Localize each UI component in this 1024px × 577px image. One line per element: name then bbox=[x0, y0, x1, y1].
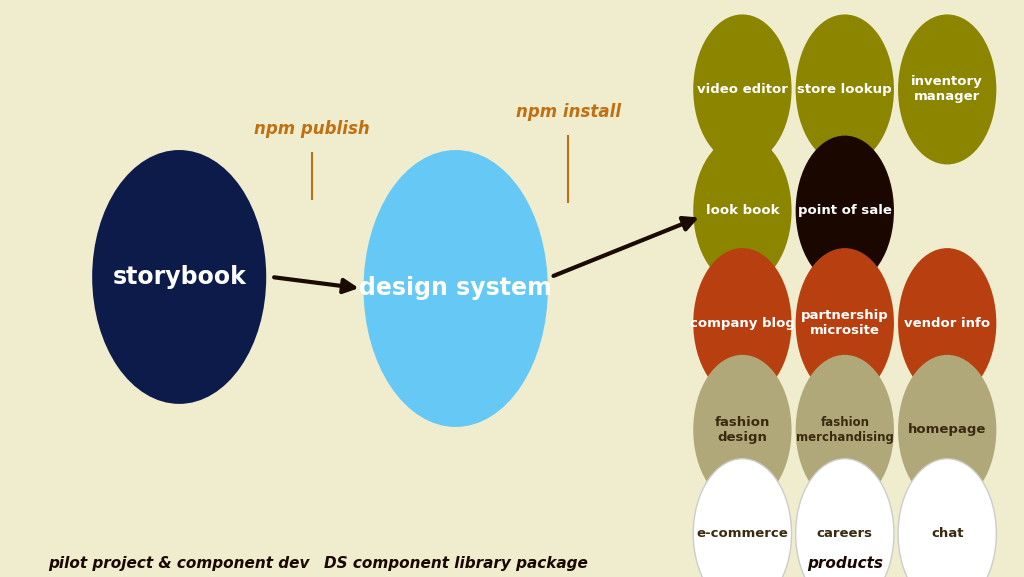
Ellipse shape bbox=[92, 150, 266, 404]
Ellipse shape bbox=[796, 14, 894, 164]
Text: products: products bbox=[807, 556, 883, 571]
Ellipse shape bbox=[898, 459, 996, 577]
Text: npm install: npm install bbox=[516, 103, 621, 121]
Ellipse shape bbox=[898, 355, 996, 505]
Text: design system: design system bbox=[359, 276, 552, 301]
Ellipse shape bbox=[796, 136, 894, 286]
Text: company blog: company blog bbox=[690, 317, 795, 329]
Text: e-commerce: e-commerce bbox=[696, 527, 788, 540]
Ellipse shape bbox=[796, 355, 894, 505]
Text: npm publish: npm publish bbox=[254, 121, 371, 138]
Ellipse shape bbox=[796, 459, 894, 577]
Ellipse shape bbox=[693, 136, 792, 286]
Text: video editor: video editor bbox=[697, 83, 787, 96]
Text: vendor info: vendor info bbox=[904, 317, 990, 329]
Text: fashion
design: fashion design bbox=[715, 416, 770, 444]
Text: DS component library package: DS component library package bbox=[324, 556, 588, 571]
Text: chat: chat bbox=[931, 527, 964, 540]
Text: inventory
manager: inventory manager bbox=[911, 76, 983, 103]
Ellipse shape bbox=[898, 248, 996, 398]
Text: point of sale: point of sale bbox=[798, 204, 892, 217]
Text: pilot project & component dev: pilot project & component dev bbox=[48, 556, 310, 571]
Ellipse shape bbox=[693, 459, 792, 577]
Text: look book: look book bbox=[706, 204, 779, 217]
Text: fashion
merchandising: fashion merchandising bbox=[796, 416, 894, 444]
Text: store lookup: store lookup bbox=[798, 83, 892, 96]
Text: homepage: homepage bbox=[908, 424, 986, 436]
Ellipse shape bbox=[364, 150, 548, 427]
Ellipse shape bbox=[898, 14, 996, 164]
Text: partnership
microsite: partnership microsite bbox=[801, 309, 889, 337]
Ellipse shape bbox=[693, 355, 792, 505]
Ellipse shape bbox=[693, 248, 792, 398]
Text: careers: careers bbox=[817, 527, 872, 540]
Ellipse shape bbox=[693, 14, 792, 164]
Ellipse shape bbox=[796, 248, 894, 398]
Text: storybook: storybook bbox=[113, 265, 246, 289]
